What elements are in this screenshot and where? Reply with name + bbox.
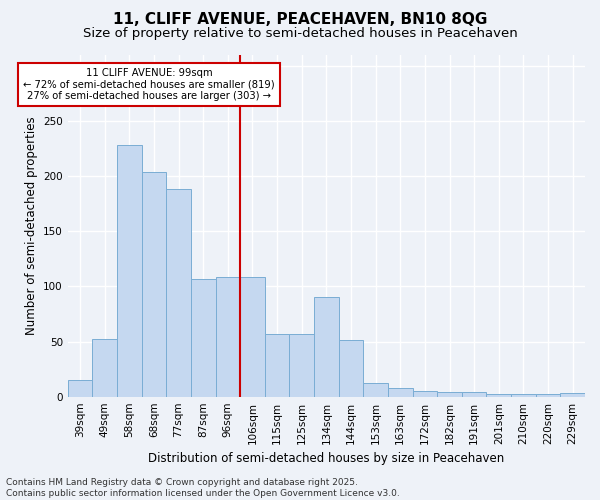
Bar [240,276,265,396]
Bar [68,380,92,396]
Bar [289,334,314,396]
Bar [536,394,560,396]
X-axis label: Distribution of semi-detached houses by size in Peacehaven: Distribution of semi-detached houses by … [148,452,505,465]
Text: 11, CLIFF AVENUE, PEACEHAVEN, BN10 8QG: 11, CLIFF AVENUE, PEACEHAVEN, BN10 8QG [113,12,487,28]
Bar [413,391,437,396]
Text: 11 CLIFF AVENUE: 99sqm
← 72% of semi-detached houses are smaller (819)
27% of se: 11 CLIFF AVENUE: 99sqm ← 72% of semi-det… [23,68,275,102]
Bar [265,334,289,396]
Bar [388,388,413,396]
Bar [338,340,364,396]
Bar [166,190,191,396]
Y-axis label: Number of semi-detached properties: Number of semi-detached properties [25,116,38,335]
Bar [215,276,240,396]
Bar [462,392,487,396]
Bar [117,146,142,396]
Bar [560,394,585,396]
Text: Contains HM Land Registry data © Crown copyright and database right 2025.
Contai: Contains HM Land Registry data © Crown c… [6,478,400,498]
Bar [487,394,511,396]
Bar [191,278,215,396]
Bar [511,394,536,396]
Bar [92,340,117,396]
Bar [437,392,462,396]
Bar [364,384,388,396]
Bar [142,172,166,396]
Text: Size of property relative to semi-detached houses in Peacehaven: Size of property relative to semi-detach… [83,28,517,40]
Bar [314,298,338,396]
